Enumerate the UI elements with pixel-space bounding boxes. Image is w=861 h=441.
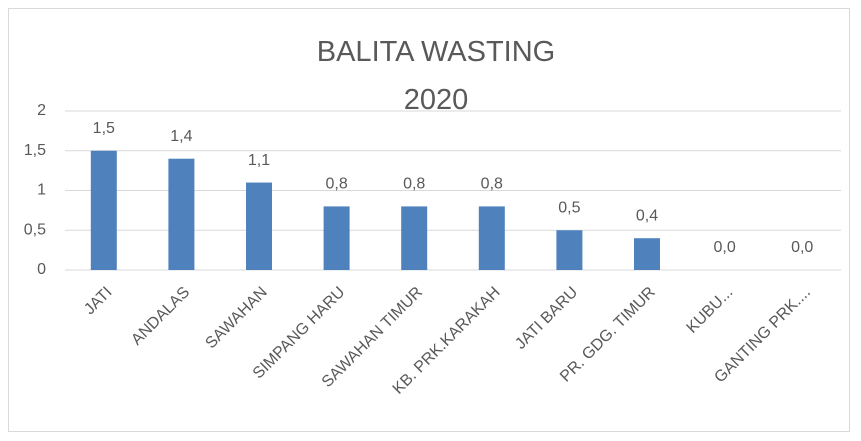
bar xyxy=(246,182,272,270)
x-tick-label: JATI BARU xyxy=(512,284,581,353)
y-tick-label: 0 xyxy=(37,261,46,278)
bar xyxy=(90,150,117,270)
data-label: 0,8 xyxy=(403,176,425,193)
chart-frame xyxy=(8,8,850,432)
data-label: 0,5 xyxy=(558,199,580,216)
data-label: 1,1 xyxy=(248,152,270,169)
bar xyxy=(323,206,350,270)
bar xyxy=(168,158,195,270)
y-tick-label: 1 xyxy=(37,182,46,199)
bar xyxy=(634,238,660,270)
bar xyxy=(478,206,505,270)
data-label: 1,4 xyxy=(170,128,192,145)
bar xyxy=(556,230,583,270)
bar xyxy=(401,206,428,270)
data-label: 0,8 xyxy=(325,176,347,193)
x-tick-label: JATI xyxy=(81,284,115,318)
x-tick-label: KUBU... xyxy=(684,284,737,337)
x-tick-label: SAWAHAN xyxy=(202,284,270,352)
x-tick-label: ANDALAS xyxy=(128,284,193,349)
y-tick-label: 2 xyxy=(37,102,46,119)
data-label: 0,8 xyxy=(481,176,503,193)
data-label: 1,5 xyxy=(93,120,115,137)
data-label: 0,0 xyxy=(791,239,813,256)
data-label: 0,0 xyxy=(713,239,735,256)
y-tick-label: 0,5 xyxy=(24,221,46,238)
chart-title: BALITA WASTING 2020 xyxy=(316,36,556,116)
data-label: 0,4 xyxy=(636,207,658,224)
y-tick-label: 1,5 xyxy=(24,142,46,159)
